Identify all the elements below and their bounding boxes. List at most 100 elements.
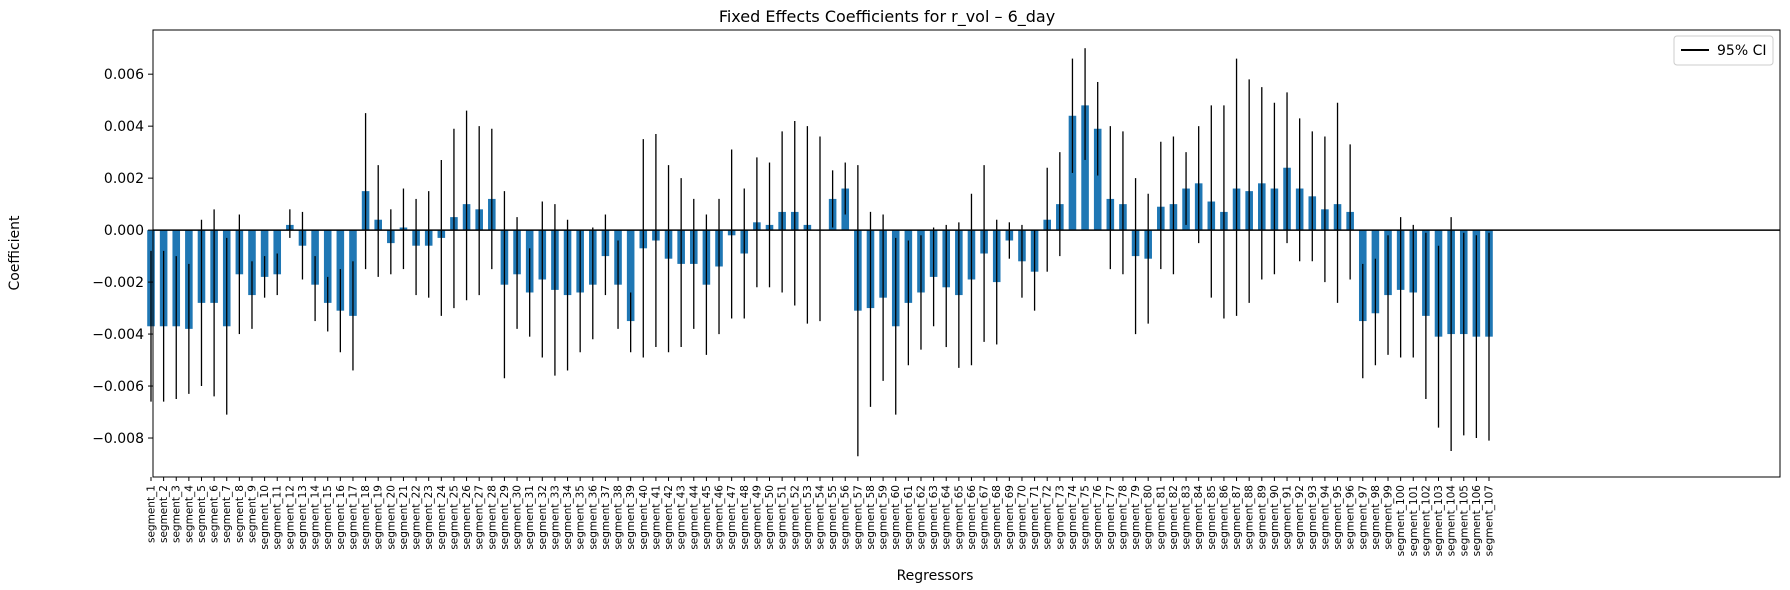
x-tick-label: segment_104 [1446,485,1458,557]
x-tick-label: segment_13 [297,485,309,550]
x-tick-label: segment_70 [1016,485,1028,550]
x-tick-label: segment_86 [1218,485,1230,550]
x-tick-label: segment_8 [234,485,246,543]
x-tick-label: segment_29 [499,485,511,550]
x-tick-label: segment_38 [613,485,625,550]
x-tick-label: segment_88 [1244,485,1256,550]
x-tick-label: segment_85 [1206,485,1218,550]
x-tick-label: segment_93 [1307,485,1319,550]
x-tick-label: segment_40 [638,485,650,550]
x-tick-label: segment_43 [676,485,688,550]
y-tick-label: −0.008 [92,431,144,447]
x-tick-label: segment_50 [764,485,776,550]
x-tick-label: segment_92 [1294,485,1306,550]
x-tick-label: segment_2 [158,485,170,543]
x-tick-label: segment_69 [1004,485,1016,550]
x-tick-label: segment_73 [1054,485,1066,550]
x-tick-label: segment_52 [789,485,801,550]
x-tick-label: segment_51 [777,485,789,550]
x-tick-label: segment_3 [171,485,183,543]
legend-box [1673,35,1774,66]
x-tick-label: segment_94 [1319,485,1331,550]
x-tick-label: segment_37 [600,485,612,550]
x-tick-label: segment_23 [423,485,435,550]
x-tick-label: segment_107 [1484,485,1496,556]
y-tick-label: −0.004 [92,327,144,343]
x-tick-label: segment_105 [1458,485,1470,556]
x-tick-label: segment_60 [890,485,902,550]
bar-segment_39 [626,230,635,322]
x-tick-label: segment_102 [1420,485,1432,556]
x-tick-label: segment_82 [1168,485,1180,550]
x-tick-label: segment_21 [398,485,410,550]
x-tick-label: segment_33 [549,485,561,550]
x-tick-label: segment_20 [385,485,397,550]
x-tick-label: segment_27 [474,485,486,550]
x-tick-label: segment_36 [587,485,599,550]
x-tick-label: segment_15 [322,485,334,550]
x-tick-label: segment_1 [146,485,158,543]
x-tick-label: segment_35 [575,485,587,550]
x-tick-label: segment_41 [650,485,662,550]
y-tick-label: 0.004 [104,119,144,135]
chart-title: Fixed Effects Coefficients for r_vol – 6… [719,7,1055,27]
x-tick-label: segment_34 [562,485,574,550]
x-tick-label: segment_61 [903,485,915,550]
x-tick-label: segment_81 [1155,485,1167,550]
x-tick-label: segment_98 [1370,485,1382,550]
x-tick-label: segment_89 [1256,485,1268,550]
x-tick-label: segment_79 [1130,485,1142,550]
x-tick-label: segment_68 [991,485,1003,550]
x-tick-label: segment_19 [373,485,385,550]
y-axis-label: Coefficient [7,215,23,291]
x-tick-label: segment_72 [1042,485,1054,550]
x-tick-label: segment_42 [663,485,675,550]
x-tick-label: segment_67 [979,485,991,550]
x-tick-label: segment_91 [1282,485,1294,550]
x-tick-label: segment_18 [360,485,372,550]
x-tick-label: segment_64 [941,485,953,550]
x-tick-label: segment_6 [209,485,221,543]
x-tick-label: segment_74 [1067,485,1079,550]
bar-segment_10 [260,230,269,277]
x-tick-label: segment_4 [183,485,195,543]
x-tick-label: segment_95 [1332,485,1344,550]
x-axis: segment_1 segment_2 segment_3 segment_4 segm… [146,477,1496,556]
plot-area [153,30,1780,477]
x-tick-label: segment_65 [953,485,965,550]
x-tick-label: segment_48 [739,485,751,550]
x-tick-label: segment_55 [827,485,839,550]
x-tick-label: segment_57 [852,485,864,550]
x-tick-label: segment_103 [1433,485,1445,556]
x-tick-label: segment_90 [1269,485,1281,550]
x-tick-label: segment_17 [347,485,359,550]
errorbars-layer [150,48,1490,457]
y-tick-label: −0.006 [92,379,144,395]
x-tick-label: segment_47 [726,485,738,550]
legend: 95% CI [1673,35,1774,66]
bar-segment_11 [273,230,282,275]
x-tick-label: segment_30 [512,485,524,550]
x-tick-label: segment_87 [1231,485,1243,550]
x-tick-label: segment_56 [840,485,852,550]
x-tick-label: segment_22 [411,485,423,550]
y-axis: −0.008 −0.006 −0.004 −0.002 0.000 0.002 0.004 0… [92,67,153,447]
x-tick-label: segment_99 [1383,485,1395,550]
x-tick-label: segment_32 [537,485,549,550]
x-tick-label: segment_39 [625,485,637,550]
x-tick-label: segment_46 [714,485,726,550]
x-tick-label: segment_106 [1471,485,1483,557]
x-tick-label: segment_78 [1117,485,1129,550]
bar-segment_15 [323,230,332,303]
y-tick-label: −0.002 [92,275,144,291]
x-tick-label: segment_75 [1080,485,1092,550]
bar-segment_76 [1093,128,1102,231]
x-tick-label: segment_59 [878,485,890,550]
y-tick-label: 0.000 [104,223,144,239]
y-tick-label: 0.006 [104,67,144,83]
x-tick-label: segment_28 [486,485,498,550]
x-axis-label: Regressors [897,568,974,584]
x-tick-label: segment_7 [221,485,233,543]
x-tick-label: segment_66 [966,485,978,550]
